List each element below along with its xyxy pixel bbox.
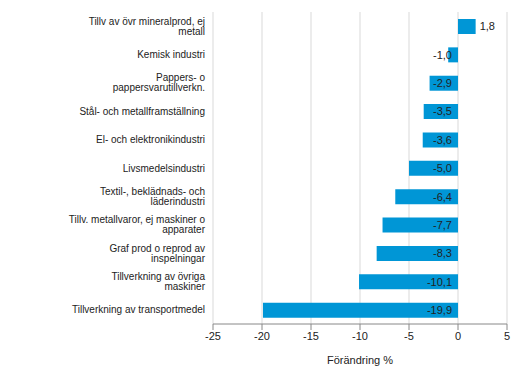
svg-text:-8,3: -8,3 bbox=[433, 247, 452, 259]
svg-text:-25: -25 bbox=[205, 330, 221, 342]
svg-text:1,8: 1,8 bbox=[480, 20, 495, 32]
svg-text:-5: -5 bbox=[404, 330, 414, 342]
svg-text:-7,7: -7,7 bbox=[433, 219, 452, 231]
svg-text:Pappers- opappersvarutillverkn: Pappers- opappersvarutillverkn. bbox=[113, 72, 206, 93]
svg-text:-15: -15 bbox=[303, 330, 319, 342]
svg-text:Stål- och metallframställning: Stål- och metallframställning bbox=[79, 106, 205, 117]
svg-text:-20: -20 bbox=[254, 330, 270, 342]
svg-text:5: 5 bbox=[504, 330, 510, 342]
svg-text:Livsmedelsindustri: Livsmedelsindustri bbox=[123, 163, 205, 174]
svg-text:Tillv av övr mineralprod, ejme: Tillv av övr mineralprod, ejmetall bbox=[89, 16, 205, 37]
svg-text:-3,6: -3,6 bbox=[433, 134, 452, 146]
svg-text:-2,9: -2,9 bbox=[433, 77, 452, 89]
svg-text:Textil-, beklädnads- ochläderi: Textil-, beklädnads- ochläderindustri bbox=[100, 186, 205, 207]
svg-text:-10,1: -10,1 bbox=[427, 276, 452, 288]
svg-text:-6,4: -6,4 bbox=[433, 191, 452, 203]
svg-text:-10: -10 bbox=[352, 330, 368, 342]
svg-text:El- och elektronikindustri: El- och elektronikindustri bbox=[96, 134, 205, 145]
svg-text:Kemisk industri: Kemisk industri bbox=[137, 49, 205, 60]
svg-text:-3,5: -3,5 bbox=[433, 105, 452, 117]
svg-text:Graf prod o reprod avinspelnin: Graf prod o reprod avinspelningar bbox=[109, 243, 205, 264]
svg-text:Tillv. metallvaror, ej maskine: Tillv. metallvaror, ej maskiner oapparat… bbox=[69, 214, 206, 235]
svg-text:-5,0: -5,0 bbox=[433, 162, 452, 174]
svg-text:-19,9: -19,9 bbox=[427, 304, 452, 316]
svg-text:-1,0: -1,0 bbox=[433, 49, 452, 61]
svg-text:Tillverkning av transportmedel: Tillverkning av transportmedel bbox=[72, 304, 205, 315]
svg-text:0: 0 bbox=[455, 330, 461, 342]
svg-text:Tillverkning av övrigamaskiner: Tillverkning av övrigamaskiner bbox=[111, 271, 205, 292]
svg-text:Förändring %: Förändring % bbox=[327, 354, 393, 366]
